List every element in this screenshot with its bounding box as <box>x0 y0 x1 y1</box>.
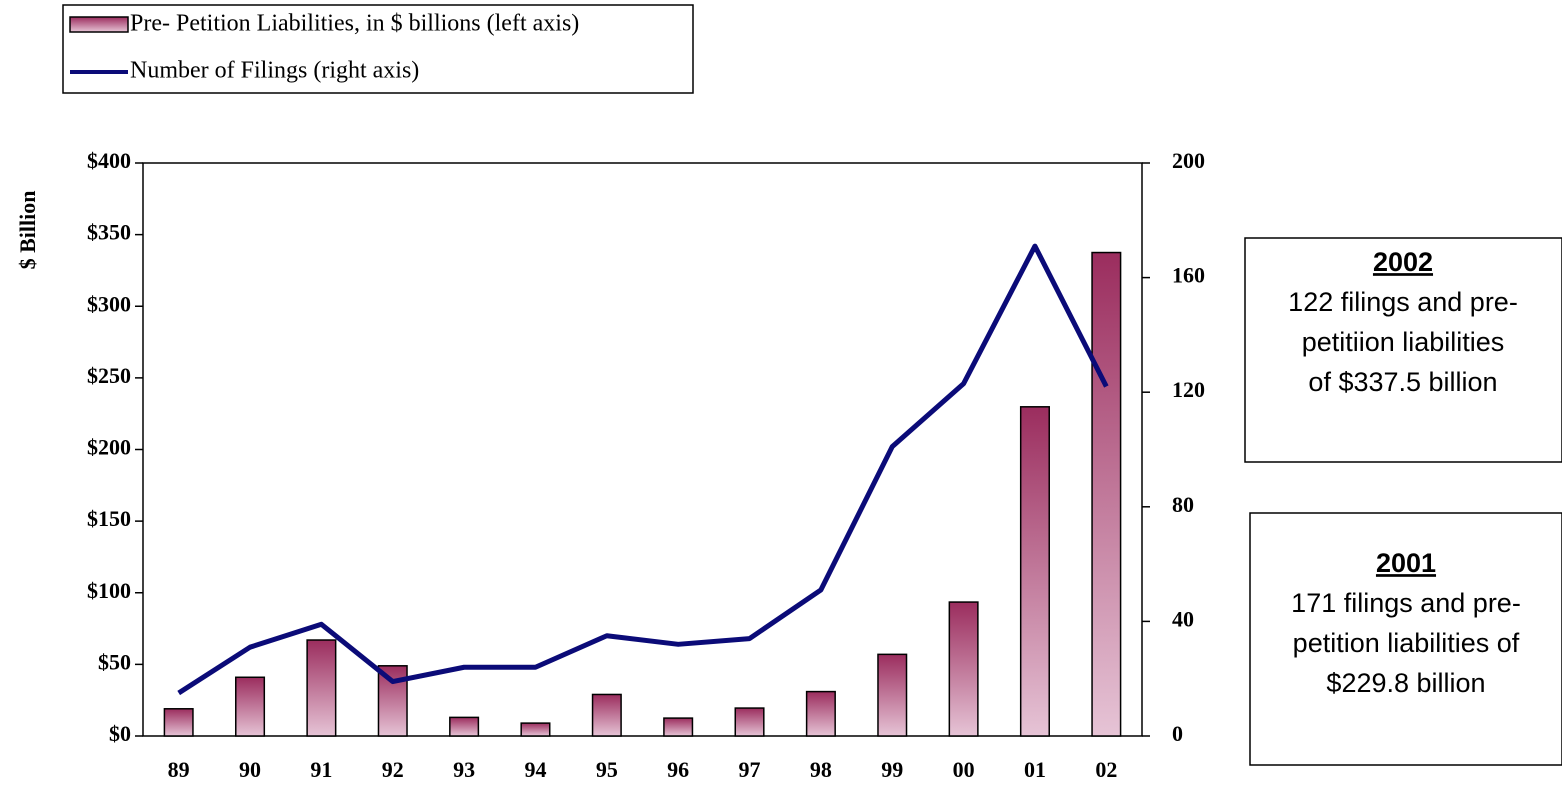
y2-tick-label: 0 <box>1172 721 1183 746</box>
bar <box>663 717 694 737</box>
x-tick-label: 97 <box>739 757 761 782</box>
plot-frame <box>142 162 1143 737</box>
annotation-title: 2002 <box>1373 247 1433 277</box>
y2-tick-label: 120 <box>1172 377 1205 402</box>
line <box>177 243 1109 696</box>
bar <box>805 690 836 737</box>
x-tick-label: 02 <box>1095 757 1117 782</box>
x-tick-label: 99 <box>881 757 903 782</box>
x-tick-label: 01 <box>1024 757 1046 782</box>
legend-label: Number of Filings (right axis) <box>130 58 419 84</box>
x-tick-label: 98 <box>810 757 832 782</box>
annotation-text: petition liabilities of <box>1293 628 1520 658</box>
annotation-text: 171 filings and pre- <box>1291 588 1521 618</box>
bar <box>163 708 194 737</box>
annotation-text: petitiion liabilities <box>1302 327 1505 357</box>
y-tick-label: $50 <box>98 649 131 674</box>
legend-label: Pre- Petition Liabilities, in $ billions… <box>130 11 579 37</box>
annotation-box <box>1249 512 1562 766</box>
x-tick-label: 90 <box>239 757 261 782</box>
x-tick-label: 94 <box>524 757 546 782</box>
bar <box>235 676 266 737</box>
x-tick-label: 92 <box>382 757 404 782</box>
y-tick-label: $350 <box>87 220 131 245</box>
annotation-box <box>1244 237 1562 463</box>
y-tick-label: $100 <box>87 578 131 603</box>
y-tick-label: $150 <box>87 506 131 531</box>
annotation-text: 122 filings and pre- <box>1288 287 1518 317</box>
bar <box>449 716 480 737</box>
bar <box>1091 251 1122 737</box>
legend-box <box>62 4 694 94</box>
bar <box>1019 406 1050 737</box>
y-tick-label: $0 <box>109 721 131 746</box>
bar <box>877 653 908 737</box>
y2-tick-label: 200 <box>1172 148 1205 173</box>
y-tick-label: $200 <box>87 435 131 460</box>
x-tick-label: 95 <box>596 757 618 782</box>
annotation-title: 2001 <box>1376 548 1436 578</box>
bar <box>306 639 337 737</box>
x-tick-label: 93 <box>453 757 475 782</box>
bar <box>520 722 551 737</box>
legend-swatch <box>69 16 129 33</box>
y-tick-label: $250 <box>87 363 131 388</box>
annotation-text: of $337.5 billion <box>1308 367 1497 397</box>
y-tick-label: $400 <box>87 148 131 173</box>
bar <box>591 693 622 737</box>
bar <box>734 707 765 737</box>
y2-tick-label: 80 <box>1172 492 1194 517</box>
y2-tick-label: 40 <box>1172 606 1194 631</box>
bar <box>948 601 979 737</box>
x-tick-label: 91 <box>310 757 332 782</box>
x-tick-label: 89 <box>168 757 190 782</box>
annotation-text: $229.8 billion <box>1326 668 1485 698</box>
y-axis-label: $ Billion <box>15 191 40 270</box>
x-tick-label: 00 <box>953 757 975 782</box>
y2-tick-label: 160 <box>1172 263 1205 288</box>
x-tick-label: 96 <box>667 757 689 782</box>
y-tick-label: $300 <box>87 291 131 316</box>
